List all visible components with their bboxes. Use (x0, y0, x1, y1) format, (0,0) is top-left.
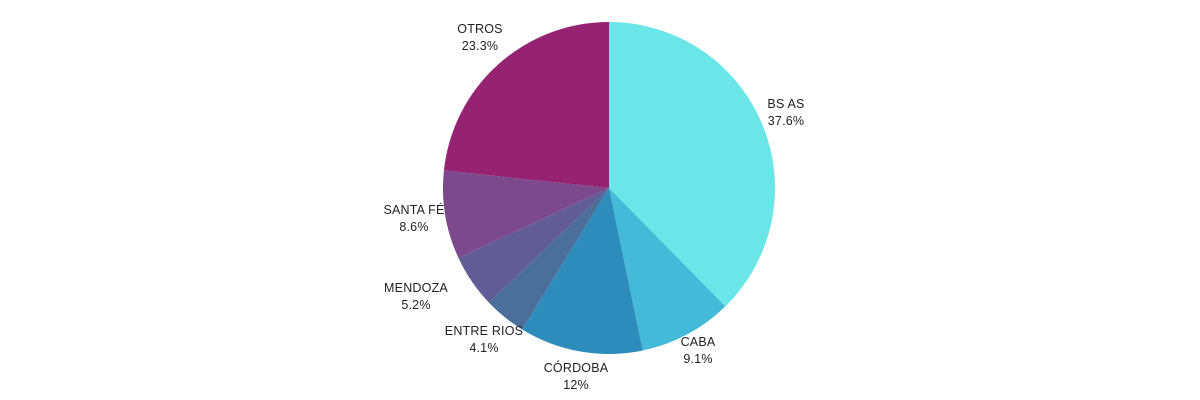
slice-label-mendoza: MENDOZA (384, 281, 448, 295)
slice-label-entre-rios: ENTRE RIOS (445, 324, 523, 338)
labels-layer: BS AS 37.6% CABA 9.1% CÓRDOBA 12% ENTRE RIOS 4.… (383, 22, 804, 392)
pie-slice-santa-fe (442, 170, 609, 259)
pie-slice-entre-rios (488, 188, 609, 330)
pie-slice-mendoza (458, 188, 609, 303)
slice-value-otros: 23.3% (462, 39, 498, 53)
slice-label-bs-as: BS AS (767, 97, 804, 111)
pie-slice-cordoba (522, 188, 643, 354)
slice-value-caba: 9.1% (683, 352, 712, 366)
slices-layer (442, 22, 775, 354)
slice-label-santa-fe: SANTA FÉ (383, 202, 444, 217)
pie-slice-otros (443, 22, 609, 188)
slice-value-entre-rios: 4.1% (469, 341, 498, 355)
slice-value-bs-as: 37.6% (768, 114, 804, 128)
slice-value-mendoza: 5.2% (401, 298, 430, 312)
slice-label-cordoba: CÓRDOBA (544, 360, 609, 375)
slice-label-otros: OTROS (457, 22, 502, 36)
slice-value-cordoba: 12% (563, 378, 589, 392)
slice-label-caba: CABA (681, 335, 716, 349)
slice-value-santa-fe: 8.6% (399, 220, 428, 234)
pie-slice-bs-as (609, 22, 775, 307)
pie-slice-caba (609, 188, 726, 351)
